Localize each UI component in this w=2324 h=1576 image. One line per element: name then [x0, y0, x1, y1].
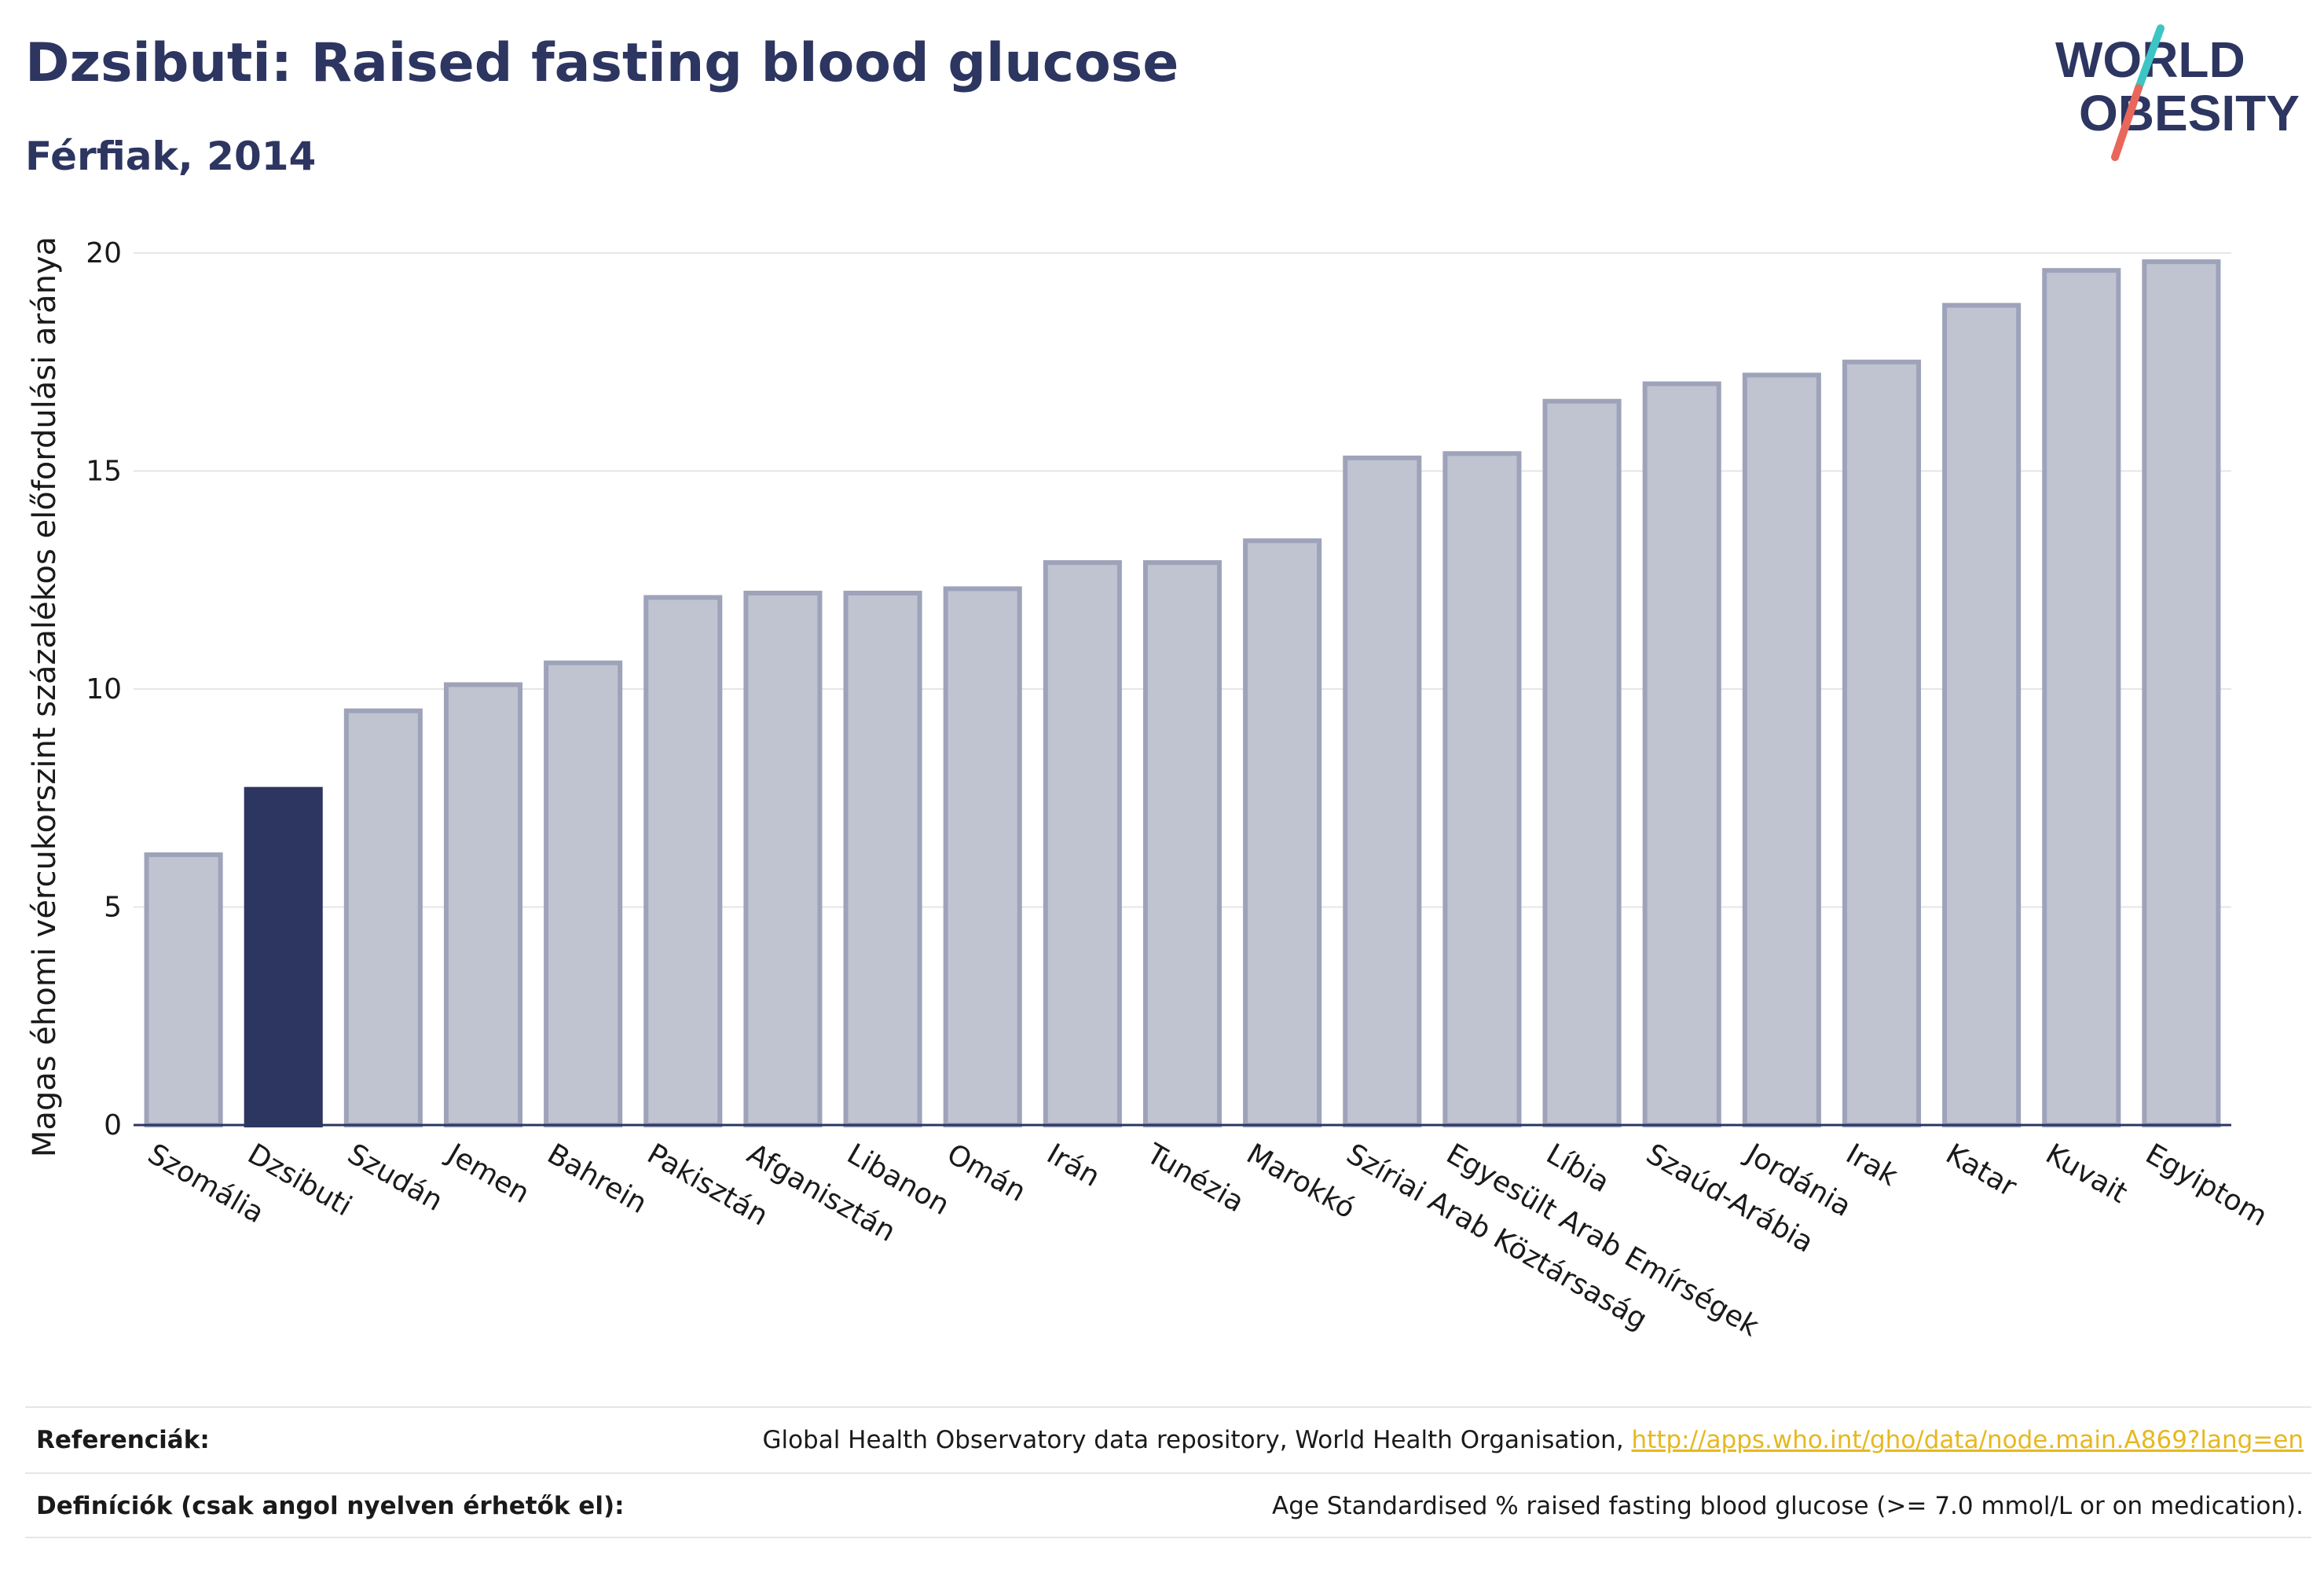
y-axis-ticks: 0 5 10 15 20: [86, 237, 122, 1142]
x-tick-label: Szudán: [342, 1138, 448, 1218]
references-row: Referenciák: Global Health Observatory d…: [25, 1406, 2311, 1472]
bar: [2142, 259, 2221, 1128]
bar: [144, 852, 223, 1128]
bar: [544, 660, 623, 1127]
definitions-text: Age Standardised % raised fasting blood …: [1272, 1492, 2304, 1520]
y-tick-label: 20: [86, 237, 122, 269]
bar: [1842, 359, 1922, 1127]
world-obesity-logo: WORLD OBESITY: [2055, 24, 2300, 161]
x-tick-label: Irán: [1041, 1138, 1105, 1193]
bar: [1142, 560, 1222, 1127]
logo-slash-bottom: [2111, 84, 2143, 161]
footer-divider: [25, 1537, 2311, 1538]
bar: [743, 590, 823, 1127]
x-tick-label: Marokkó: [1241, 1138, 1361, 1225]
y-tick-label: 15: [86, 456, 122, 488]
bar: [1642, 381, 1721, 1127]
x-tick-label: Jemen: [441, 1137, 535, 1210]
logo-slash-top: [2135, 24, 2165, 92]
bar: [643, 595, 723, 1127]
x-tick-label: Líbia: [1541, 1138, 1615, 1199]
y-tick-label: 5: [104, 892, 122, 924]
bar: [1243, 538, 1322, 1127]
references-link[interactable]: http://apps.who.int/gho/data/node.main.A…: [1631, 1426, 2304, 1454]
bar: [843, 590, 922, 1127]
y-tick-label: 0: [104, 1109, 122, 1142]
x-tick-label: Bahrein: [542, 1138, 652, 1220]
bar: [1542, 398, 1622, 1127]
bar: [943, 586, 1022, 1127]
bar: [1742, 372, 1821, 1127]
definitions-label: Definíciók (csak angol nyelven érhetők e…: [36, 1492, 625, 1520]
bar: [343, 708, 423, 1127]
references-text: Global Health Observatory data repositor…: [762, 1426, 1632, 1454]
bar: [2042, 268, 2121, 1128]
chart-title: Dzsibuti: Raised fasting blood glucose: [25, 32, 1179, 94]
logo-line2: OBESITY: [2079, 85, 2300, 141]
references-label: Referenciák:: [36, 1426, 210, 1454]
bar: [1343, 455, 1422, 1127]
x-tick-label: Omán: [941, 1138, 1031, 1208]
references-value: Global Health Observatory data repositor…: [762, 1426, 2311, 1454]
x-tick-label: Kuvait: [2040, 1138, 2133, 1210]
y-axis-label: Magas éhomi vércukorszint százalékos elő…: [27, 236, 63, 1157]
x-tick-label: Irak: [1841, 1138, 1904, 1193]
chart-subtitle: Férfiak, 2014: [25, 134, 317, 179]
definitions-row: Definíciók (csak angol nyelven érhetők e…: [25, 1472, 2311, 1538]
bar-highlighted: [244, 786, 323, 1128]
x-tick-label: Katar: [1941, 1138, 2022, 1204]
bar: [1942, 302, 2022, 1128]
bar: [1043, 560, 1122, 1127]
x-tick-label: Szaúd-Arábia: [1640, 1138, 1819, 1259]
bars: [144, 259, 2221, 1128]
bar: [1442, 451, 1522, 1127]
bar: [443, 682, 523, 1127]
y-tick-label: 10: [86, 673, 122, 706]
x-tick-label: Tunézia: [1141, 1138, 1250, 1219]
x-tick-label: Egyiptom: [2140, 1138, 2273, 1233]
